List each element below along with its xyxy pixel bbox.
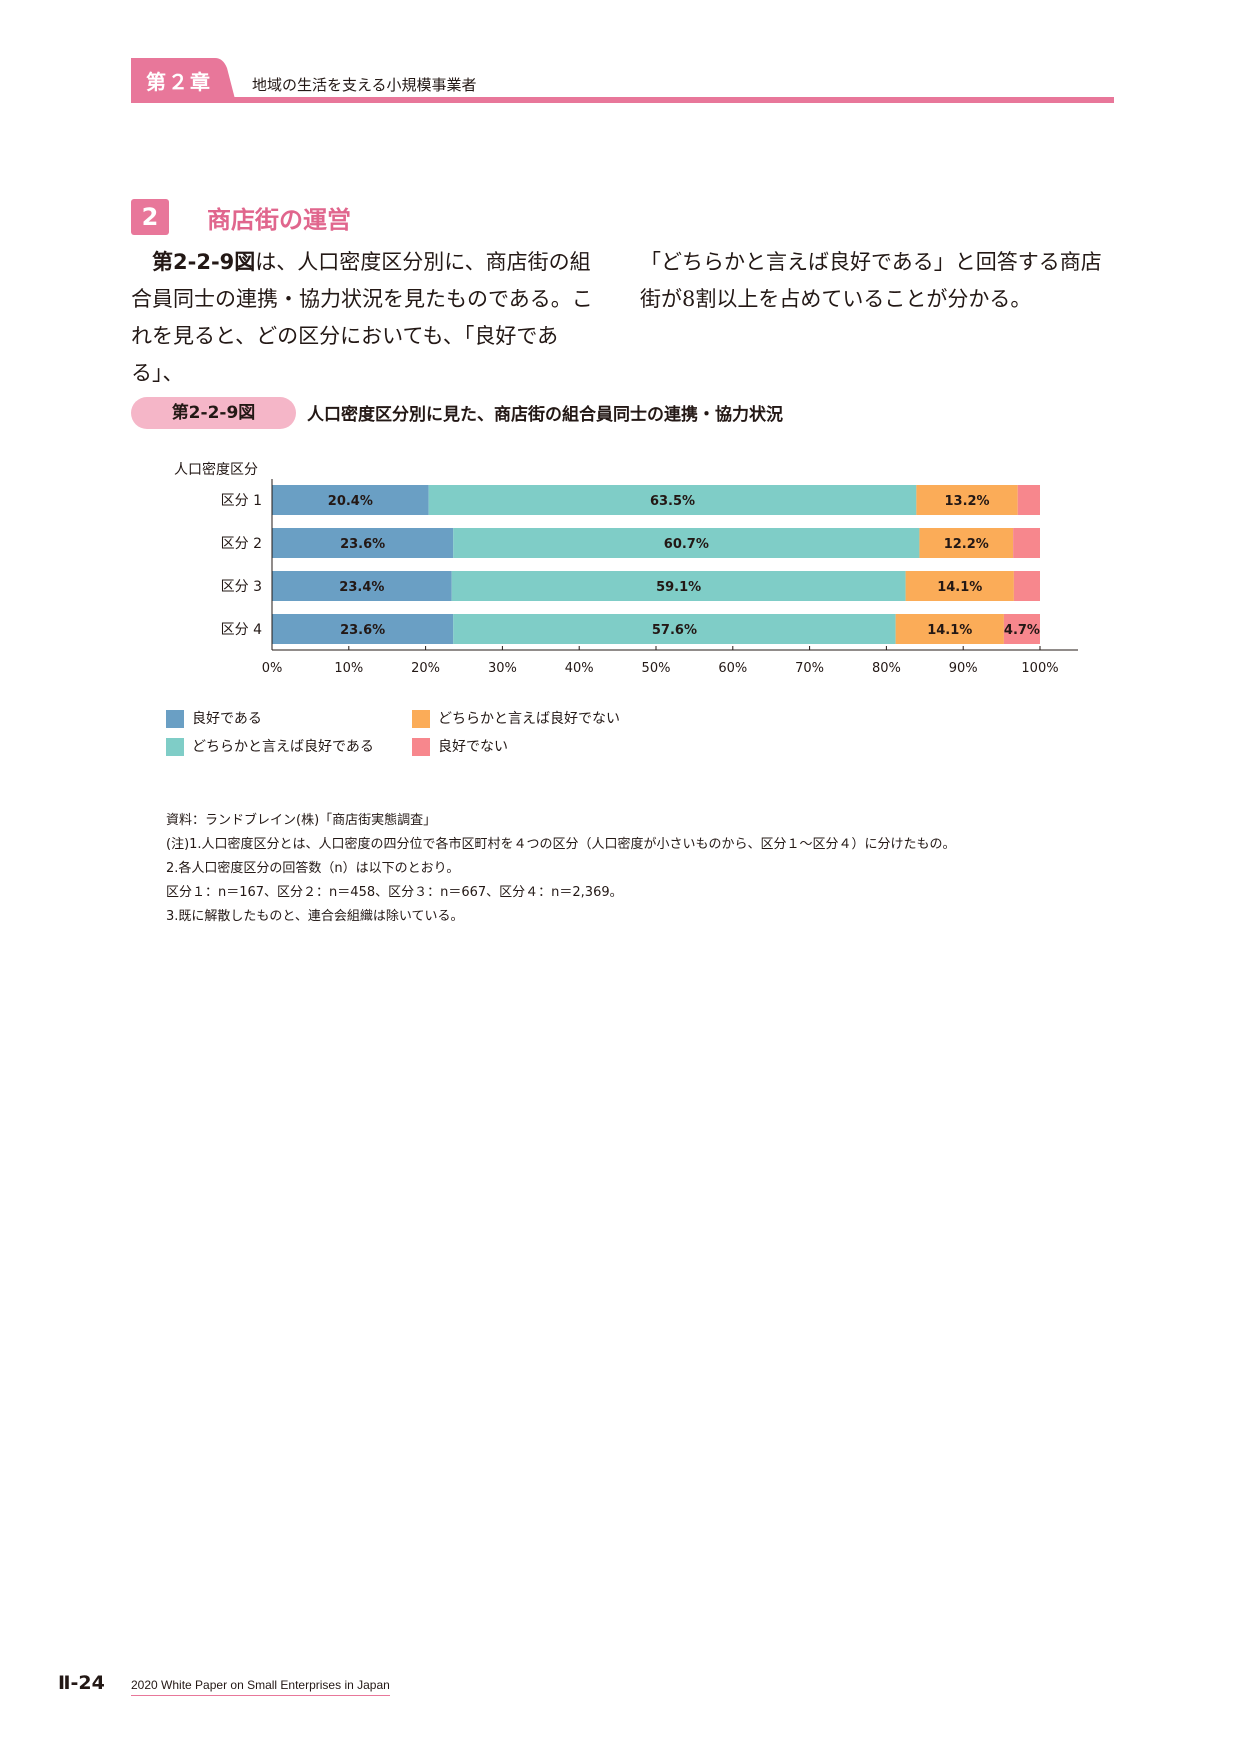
body-line: れを見ると、どの区分においても、「良好である」、 — [131, 324, 559, 385]
bar-segment — [1003, 614, 1040, 644]
section-number: 2 — [131, 199, 169, 235]
bar-segment — [272, 528, 454, 558]
data-label: 57.6% — [652, 623, 697, 638]
body-left-column: 第2-2-9図は、人口密度区分別に、商店街の組 合員同士の連携・協力状況を見たも… — [131, 244, 601, 392]
data-label: 14.1% — [927, 623, 972, 638]
note-line: 3.既に解散したものと、連合会組織は除いている。 — [166, 909, 464, 924]
data-label: 12.2% — [944, 537, 989, 552]
bar-segment — [1013, 571, 1040, 601]
bar-segment — [919, 528, 1014, 558]
data-label: 59.1% — [656, 580, 701, 595]
bar-segment — [1017, 485, 1040, 515]
data-label: 14.1% — [937, 580, 982, 595]
legend-swatch — [412, 710, 430, 728]
figure-title: 人口密度区分別に見た、商店街の組合員同士の連携・協力状況 — [307, 405, 783, 425]
figure-badge: 第2-2-9図 — [131, 397, 296, 429]
bar-segment — [905, 571, 1014, 601]
legend-swatch — [412, 738, 430, 756]
legend-swatch — [166, 738, 184, 756]
legend-item: 良好である — [166, 710, 262, 728]
x-tick-label: 0% — [262, 661, 283, 676]
chapter-tab — [131, 58, 235, 99]
bar-segment — [916, 485, 1018, 515]
data-label: 13.2% — [944, 494, 989, 509]
note-source: 資料：ランドブレイン(株)「商店街実態調査」 — [166, 813, 437, 828]
x-tick-label: 50% — [642, 661, 671, 676]
category-label: 区分 3 — [221, 579, 262, 595]
bar-segment — [428, 485, 917, 515]
body-right-column: 「どちらかと言えば良好である」と回答する商店 街が8割以上を占めていることが分か… — [640, 244, 1110, 318]
bar-segment — [453, 528, 920, 558]
body-line: 「どちらかと言えば良好である」と回答する商店 — [640, 250, 1102, 274]
body-line: は、人口密度区分別に、商店街の組 — [255, 250, 591, 274]
publication-title: 2020 White Paper on Small Enterprises in… — [131, 1678, 390, 1696]
bar-segment — [272, 614, 454, 644]
section-title: 商店街の運営 — [207, 206, 351, 234]
data-label: 63.5% — [650, 494, 695, 509]
body-line: 合員同士の連携・協力状況を見たものである。こ — [131, 287, 593, 311]
x-tick-label: 80% — [872, 661, 901, 676]
legend-item: どちらかと言えば良好でない — [412, 710, 620, 728]
x-tick-label: 20% — [411, 661, 440, 676]
data-label: 4.7% — [1004, 623, 1040, 638]
data-label: 23.6% — [340, 623, 385, 638]
bar-segment — [895, 614, 1004, 644]
x-tick-label: 100% — [1021, 661, 1058, 676]
data-label: 60.7% — [664, 537, 709, 552]
category-label: 区分 1 — [221, 493, 262, 509]
data-label: 20.4% — [328, 494, 373, 509]
x-tick-label: 10% — [334, 661, 363, 676]
body-line: 街が8割以上を占めていることが分かる。 — [640, 287, 1032, 311]
x-tick-label: 70% — [795, 661, 824, 676]
bar-segment — [453, 614, 896, 644]
axis-title: 人口密度区分 — [174, 461, 258, 478]
bar-segment — [1013, 528, 1040, 558]
header-rule — [131, 97, 1114, 103]
figure-reference: 第2-2-9図 — [152, 250, 256, 274]
legend-item: 良好でない — [412, 738, 508, 756]
x-tick-label: 40% — [565, 661, 594, 676]
legend-label: どちらかと言えば良好である — [192, 739, 374, 755]
legend-label: 良好である — [192, 711, 262, 727]
note-line: 区分１：n＝167、区分２：n＝458、区分３：n＝667、区分４：n＝2,36… — [166, 885, 623, 900]
category-label: 区分 4 — [221, 622, 262, 638]
x-tick-label: 90% — [949, 661, 978, 676]
chapter-title: 地域の生活を支える小規模事業者 — [252, 76, 477, 94]
bar-segment — [272, 485, 429, 515]
page-number: Ⅱ-24 — [58, 1672, 105, 1694]
legend-item: どちらかと言えば良好である — [166, 738, 374, 756]
note-line: 2.各人口密度区分の回答数（n）は以下のとおり。 — [166, 861, 460, 876]
data-label: 23.4% — [339, 580, 384, 595]
legend-label: どちらかと言えば良好でない — [438, 711, 620, 727]
bar-segment — [272, 571, 452, 601]
bar-segment — [451, 571, 906, 601]
category-label: 区分 2 — [221, 536, 262, 552]
data-label: 23.6% — [340, 537, 385, 552]
legend-swatch — [166, 710, 184, 728]
chapter-label: 第２章 — [146, 70, 212, 94]
note-line: (注)1.人口密度区分とは、人口密度の四分位で各市区町村を４つの区分（人口密度が… — [166, 837, 956, 852]
x-tick-label: 30% — [488, 661, 517, 676]
x-tick-label: 60% — [718, 661, 747, 676]
legend-label: 良好でない — [438, 739, 508, 755]
